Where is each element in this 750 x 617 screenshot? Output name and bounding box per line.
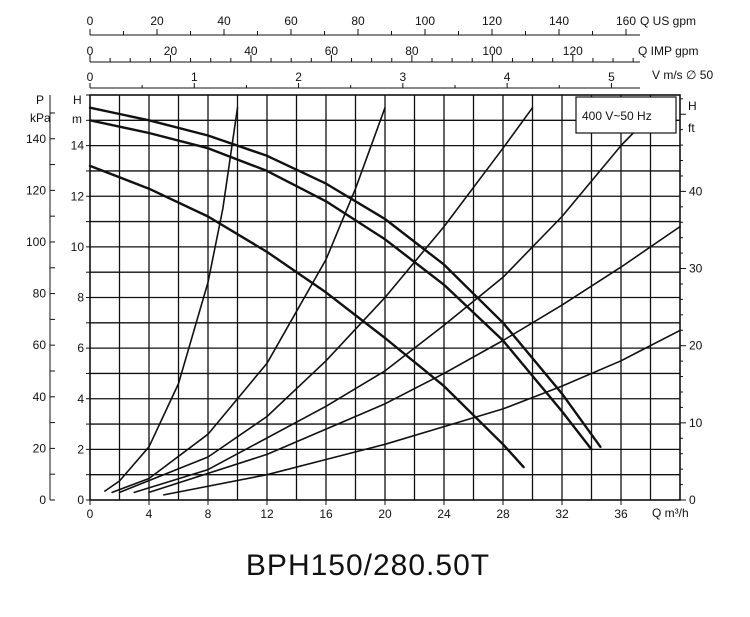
head-m-tick-label: 0 (77, 493, 84, 507)
head-ft-tick-label: 20 (689, 339, 703, 353)
system-curve (163, 329, 681, 496)
pump-curve (88, 164, 525, 469)
pressure-tick-label: 120 (26, 183, 46, 197)
pump-curves (88, 106, 602, 469)
us-gpm-tick-label: 0 (87, 14, 94, 28)
pump-curve (88, 119, 593, 451)
head-ft-tick-label: 40 (689, 184, 703, 198)
x-tick-label: 32 (555, 507, 569, 521)
imp-gpm-tick-label: 60 (325, 44, 339, 58)
head-ft-axis-label: H (688, 99, 697, 113)
velocity-tick-label: 4 (504, 70, 511, 84)
x-tick-label: 12 (260, 507, 274, 521)
x-axis-ticks: 0 4 8 12 16 20 24 28 32 36 (87, 500, 628, 521)
system-curve (104, 106, 239, 492)
x-tick-label: 0 (87, 507, 94, 521)
x-tick-label: 24 (437, 507, 451, 521)
legend-box: 400 V~50 Hz (575, 96, 677, 134)
head-m-axis-label: H (73, 93, 82, 107)
system-curves (104, 106, 681, 496)
pressure-tick-label: 60 (33, 338, 47, 352)
x-tick-label: 20 (378, 507, 392, 521)
us-gpm-tick-label: 60 (284, 14, 298, 28)
head-m-tick-label: 12 (71, 189, 85, 203)
head-ft-ticks: 0 10 20 30 40 (680, 98, 703, 507)
imp-gpm-tick-label: 0 (87, 44, 94, 58)
x-tick-label: 36 (614, 507, 628, 521)
pressure-tick-label: 20 (33, 441, 47, 455)
pump-curve (88, 106, 602, 448)
imp-gpm-tick-label: 100 (482, 44, 502, 58)
velocity-tick-label: 2 (295, 70, 302, 84)
top-axes: 0 20 40 60 80 100 120 140 160 Q US gpm 0 20 40 60 80… (87, 14, 713, 89)
us-gpm-tick-label: 100 (415, 14, 435, 28)
pressure-axis-label: P (36, 93, 44, 107)
legend-box-frame (575, 96, 677, 134)
pressure-tick-label: 140 (26, 132, 46, 146)
us-gpm-tick-label: 40 (217, 14, 231, 28)
x-tick-label: 16 (319, 507, 333, 521)
us-gpm-axis-label: Q US gpm (640, 14, 696, 28)
imp-gpm-tick-label: 120 (563, 44, 583, 58)
head-ft-tick-label: 0 (689, 493, 696, 507)
imp-gpm-axis-label: Q IMP gpm (638, 44, 698, 58)
imp-gpm-tick-label: 20 (164, 44, 178, 58)
pressure-ticks: 0 20 40 60 80 100 120 140 (26, 112, 55, 507)
system-curve (148, 225, 681, 494)
pressure-axis-unit: kPa (30, 111, 51, 125)
head-m-tick-label: 2 (77, 442, 84, 456)
head-ft-axis-unit: ft (688, 121, 695, 135)
chart-title: BPH150/280.50T (246, 549, 490, 582)
velocity-tick-label: 1 (191, 70, 198, 84)
system-curve (133, 106, 659, 494)
x-tick-label: 8 (205, 507, 212, 521)
system-curve (118, 106, 534, 494)
us-gpm-tick-label: 140 (549, 14, 569, 28)
velocity-tick-label: 5 (608, 70, 615, 84)
pressure-tick-label: 40 (33, 390, 47, 404)
head-ft-tick-label: 10 (689, 416, 703, 430)
imp-gpm-ticks: 0 20 40 60 80 100 120 (87, 44, 634, 62)
system-curve (111, 106, 386, 494)
x-axis-label: Q m³/h (652, 506, 689, 520)
us-gpm-tick-label: 20 (150, 14, 164, 28)
head-m-tick-label: 10 (71, 240, 85, 254)
imp-gpm-tick-label: 40 (244, 44, 258, 58)
velocity-axis-label: V m/s ∅ 50 (652, 68, 713, 82)
velocity-tick-label: 3 (400, 70, 407, 84)
us-gpm-tick-label: 80 (351, 14, 365, 28)
head-m-ticks: 0 2 4 6 8 10 12 14 (71, 94, 90, 507)
head-m-tick-label: 8 (77, 291, 84, 305)
x-tick-label: 4 (146, 507, 153, 521)
velocity-ticks: 0 1 2 3 4 5 (87, 70, 615, 88)
head-m-tick-label: 14 (71, 139, 85, 153)
legend-box-text: 400 V~50 Hz (582, 109, 652, 123)
pressure-tick-label: 80 (33, 287, 47, 301)
head-m-tick-label: 4 (77, 392, 84, 406)
imp-gpm-tick-label: 80 (405, 44, 419, 58)
us-gpm-tick-label: 160 (616, 14, 636, 28)
pressure-tick-label: 100 (26, 235, 46, 249)
head-ft-tick-label: 30 (689, 262, 703, 276)
head-m-tick-label: 6 (77, 341, 84, 355)
pressure-tick-label: 0 (39, 493, 46, 507)
us-gpm-tick-label: 120 (482, 14, 502, 28)
velocity-tick-label: 0 (87, 70, 94, 84)
us-gpm-ticks: 0 20 40 60 80 100 120 140 160 (87, 14, 636, 35)
head-m-axis-unit: m (72, 112, 82, 126)
x-tick-label: 28 (496, 507, 510, 521)
